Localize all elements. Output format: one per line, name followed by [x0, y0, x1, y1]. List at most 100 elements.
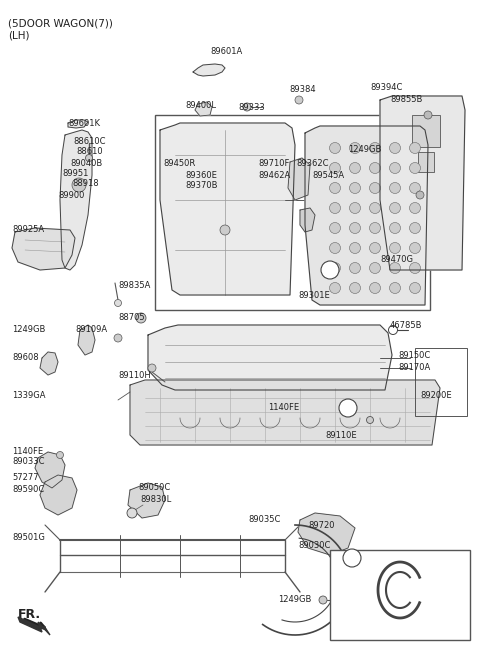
Text: 89384: 89384 [289, 86, 316, 95]
Bar [418, 152, 434, 172]
Circle shape [349, 243, 360, 253]
Circle shape [389, 163, 400, 174]
Circle shape [349, 223, 360, 233]
Text: 89601K: 89601K [68, 119, 100, 128]
Polygon shape [380, 96, 465, 270]
Text: 88705: 88705 [118, 313, 144, 322]
Circle shape [85, 155, 93, 161]
Circle shape [349, 203, 360, 213]
Circle shape [416, 191, 424, 199]
Text: 89830L: 89830L [140, 495, 171, 504]
Circle shape [321, 261, 339, 279]
Circle shape [370, 283, 381, 293]
Text: 89035C: 89035C [248, 515, 280, 524]
Circle shape [370, 143, 381, 154]
Text: 89370B: 89370B [185, 181, 217, 190]
Circle shape [329, 203, 340, 213]
Polygon shape [195, 102, 212, 116]
Circle shape [424, 111, 432, 119]
Polygon shape [78, 325, 95, 355]
Circle shape [349, 163, 360, 174]
Circle shape [136, 313, 146, 323]
Circle shape [114, 334, 122, 342]
Text: 89109A: 89109A [75, 326, 107, 335]
Circle shape [148, 364, 156, 372]
Polygon shape [193, 64, 225, 76]
Text: 88610C: 88610C [73, 137, 106, 146]
Text: 89601A: 89601A [210, 48, 242, 57]
Circle shape [389, 203, 400, 213]
Text: 89835A: 89835A [118, 281, 150, 290]
Text: 1140FE: 1140FE [12, 448, 43, 457]
Polygon shape [40, 352, 58, 375]
Text: (5DOOR WAGON(7)): (5DOOR WAGON(7)) [8, 18, 113, 28]
Polygon shape [160, 123, 295, 295]
Text: 89608: 89608 [12, 353, 38, 362]
Circle shape [389, 263, 400, 273]
Text: 00824: 00824 [368, 550, 395, 559]
Circle shape [339, 399, 357, 417]
Circle shape [367, 417, 373, 424]
Circle shape [329, 163, 340, 174]
Text: 89925A: 89925A [12, 226, 44, 235]
Circle shape [370, 203, 381, 213]
Polygon shape [288, 158, 310, 200]
Circle shape [409, 143, 420, 154]
Circle shape [409, 203, 420, 213]
Text: 89900: 89900 [58, 190, 84, 199]
Polygon shape [40, 475, 77, 515]
Text: 89033C: 89033C [12, 457, 45, 466]
Circle shape [388, 326, 397, 335]
Text: 89050C: 89050C [138, 484, 170, 493]
Circle shape [329, 263, 340, 273]
Circle shape [409, 223, 420, 233]
Circle shape [370, 243, 381, 253]
Circle shape [389, 143, 400, 154]
Text: a: a [327, 266, 333, 275]
Text: 89400L: 89400L [185, 101, 216, 110]
Circle shape [349, 143, 360, 154]
Circle shape [370, 263, 381, 273]
Circle shape [329, 283, 340, 293]
Text: FR.: FR. [18, 608, 41, 622]
Text: 1249GB: 1249GB [12, 326, 46, 335]
Text: 89545A: 89545A [312, 170, 344, 179]
Text: 89462A: 89462A [258, 170, 290, 179]
Circle shape [389, 283, 400, 293]
Text: 89200E: 89200E [420, 390, 452, 399]
Text: 89170A: 89170A [398, 364, 430, 373]
Circle shape [115, 299, 121, 306]
Text: 89333: 89333 [238, 103, 265, 112]
Text: 88610: 88610 [76, 148, 103, 157]
Circle shape [389, 243, 400, 253]
Text: 1249GB: 1249GB [348, 146, 382, 155]
Text: 89855B: 89855B [390, 95, 422, 104]
Text: 89150C: 89150C [398, 350, 430, 359]
Polygon shape [18, 617, 50, 635]
Text: a: a [349, 553, 355, 562]
Text: 1140FE: 1140FE [268, 404, 299, 413]
Polygon shape [298, 513, 355, 555]
Circle shape [370, 223, 381, 233]
Polygon shape [305, 126, 428, 305]
Text: 89362C: 89362C [296, 159, 328, 168]
Bar [415, 348, 467, 416]
Polygon shape [300, 208, 315, 232]
Text: 89450R: 89450R [163, 159, 195, 168]
Bar [155, 115, 430, 310]
Circle shape [389, 223, 400, 233]
Text: 89110E: 89110E [325, 430, 357, 439]
Circle shape [370, 183, 381, 194]
Text: 1339GA: 1339GA [12, 390, 46, 399]
Circle shape [329, 243, 340, 253]
Text: 57277: 57277 [12, 473, 38, 482]
Circle shape [329, 143, 340, 154]
Circle shape [409, 283, 420, 293]
Text: 88918: 88918 [72, 179, 98, 188]
Text: 89030C: 89030C [298, 541, 330, 550]
Circle shape [329, 223, 340, 233]
Circle shape [409, 263, 420, 273]
Polygon shape [68, 120, 88, 128]
Circle shape [349, 263, 360, 273]
Circle shape [57, 451, 63, 459]
